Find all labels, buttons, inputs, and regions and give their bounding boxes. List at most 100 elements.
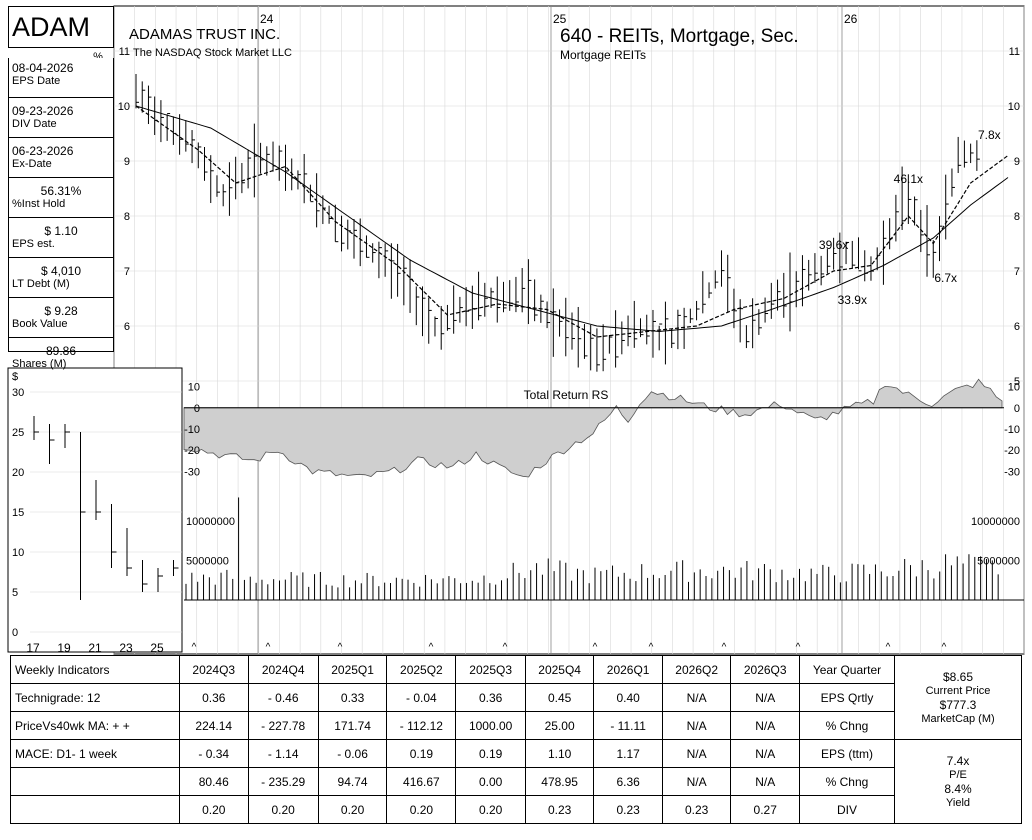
price-tick-left: 7 <box>124 266 130 278</box>
row-value: 0.20 <box>247 795 319 824</box>
row-value: N/A <box>730 683 800 712</box>
price-tick-left: 9 <box>124 156 130 168</box>
inset-x-tick: 23 <box>119 641 133 655</box>
row-value: - 0.34 <box>179 739 249 768</box>
pe-value: 7.4x <box>946 753 970 768</box>
row-value: - 0.04 <box>386 683 457 712</box>
row-label <box>10 767 180 796</box>
side-stat-label: Shares (M) <box>12 358 67 370</box>
volume-bars <box>185 497 999 600</box>
side-stat-1: 09-23-2026 DIV Date <box>8 98 114 138</box>
row-value: - 1.14 <box>247 739 319 768</box>
row-value: 94.74 <box>317 767 388 796</box>
row-value: N/A <box>730 739 800 768</box>
quarter-marker: ^ <box>266 642 271 653</box>
inset-x-tick: 19 <box>57 641 71 655</box>
price-tick-left: 10 <box>118 101 130 113</box>
pe-annotation: 39.6x <box>819 238 848 252</box>
row-metric: DIV <box>799 795 895 824</box>
ticker-symbol: ADAM <box>8 6 114 48</box>
rs-tick-right: 0 <box>1014 403 1020 415</box>
row-metric: % Chng <box>799 767 895 796</box>
row-value: 0.20 <box>179 795 249 824</box>
side-stat-label: EPS est. <box>12 238 55 250</box>
side-stat-value: 08-04-2026 <box>12 61 74 75</box>
row-value: N/A <box>661 767 732 796</box>
ma40-line <box>135 105 1009 333</box>
row-metric: EPS Qrtly <box>799 683 895 712</box>
rs-title: Total Return RS <box>524 388 609 402</box>
year-label: 24 <box>260 12 274 26</box>
quarter-marker: ^ <box>722 642 727 653</box>
row-value: 0.40 <box>593 683 663 712</box>
row-value: 224.14 <box>179 711 249 740</box>
row-value: 2026Q1 <box>593 655 663 684</box>
side-stat-4: $ 1.10 EPS est. <box>8 218 114 258</box>
side-stat-3: 56.31% %Inst Hold <box>8 178 114 218</box>
row-value: 2025Q2 <box>386 655 457 684</box>
row-value: - 0.06 <box>317 739 388 768</box>
inset-y-tick: 30 <box>12 387 24 399</box>
row-value: 0.19 <box>386 739 457 768</box>
row-value: 0.20 <box>386 795 457 824</box>
quarter-marker: ^ <box>942 642 947 653</box>
rs-tick-left: -10 <box>184 424 200 436</box>
row-value: 478.95 <box>524 767 595 796</box>
side-stat-value: $ 4,010 <box>40 264 82 278</box>
inset-y-tick: 0 <box>12 627 18 639</box>
price-tick-right: 9 <box>1014 156 1020 168</box>
side-stat-6: $ 9.28 Book Value <box>8 298 114 338</box>
row-label: PriceVs40wk MA: + + <box>10 711 180 740</box>
quarter-marker: ^ <box>192 642 197 653</box>
rs-tick-right: 10 <box>1008 382 1020 394</box>
row-value: 1.17 <box>593 739 663 768</box>
price-tick-left: 6 <box>124 321 130 333</box>
side-stat-label: %Inst Hold <box>12 198 66 210</box>
row-value: 2024Q4 <box>247 655 319 684</box>
row-value: 6.36 <box>593 767 663 796</box>
row-value: 0.23 <box>661 795 732 824</box>
inset-x-tick: 21 <box>88 641 102 655</box>
rs-tick-left: -20 <box>184 445 200 457</box>
quarter-marker: ^ <box>429 642 434 653</box>
pe-annotation: 33.9x <box>838 293 867 307</box>
pe-annotation: 6.7x <box>934 271 957 285</box>
mcap-value: $777.3 <box>939 697 977 712</box>
row-value: 2025Q3 <box>455 655 526 684</box>
row-value: 0.36 <box>179 683 249 712</box>
indicator-row: Technigrade: 12 0.36- 0.46 0.33- 0.04 0.36 0… <box>10 683 1022 712</box>
row-value: 80.46 <box>179 767 249 796</box>
row-value: N/A <box>730 767 800 796</box>
side-stat-value: 06-23-2026 <box>12 144 74 158</box>
inset-y-tick: 20 <box>12 467 24 479</box>
row-metric: EPS (ttm) <box>799 739 895 768</box>
rs-tick-right: -10 <box>1004 424 1020 436</box>
pe-annotation: 46.1x <box>894 172 923 186</box>
row-value: 2026Q2 <box>661 655 732 684</box>
yield-label: Yield <box>945 796 971 809</box>
side-stat-label: Book Value <box>12 318 68 330</box>
inset-y-label: $ <box>12 371 18 383</box>
side-stat-value: $ 9.28 <box>44 304 78 318</box>
row-value: 1.10 <box>524 739 595 768</box>
side-stat-label: DIV Date <box>12 118 57 130</box>
price-bars <box>135 73 980 372</box>
inset-y-tick: 10 <box>12 547 24 559</box>
row-value: 0.33 <box>317 683 388 712</box>
indicator-row: Weekly Indicators 2024Q3 2024Q4 2025Q1 2025Q… <box>10 655 1022 740</box>
row-value: 2026Q3 <box>730 655 800 684</box>
side-stat-0: 08-04-2026 EPS Date <box>8 58 114 98</box>
row-value: 0.00 <box>455 767 526 796</box>
ma10-line <box>135 105 1009 338</box>
quarter-marker: ^ <box>886 642 891 653</box>
row-value: 0.36 <box>455 683 526 712</box>
price-tick-left: 11 <box>119 46 130 58</box>
row-value: N/A <box>661 683 732 712</box>
volume-tick-right: 10000000 <box>971 516 1020 528</box>
quarter-marker: ^ <box>593 642 598 653</box>
quarter-marker: ^ <box>503 642 508 653</box>
side-stat-value: 09-23-2026 <box>12 104 74 118</box>
volume-tick-left: 5000000 <box>186 555 229 567</box>
row-value: N/A <box>661 711 732 740</box>
rs-tick-left: 10 <box>188 382 200 394</box>
